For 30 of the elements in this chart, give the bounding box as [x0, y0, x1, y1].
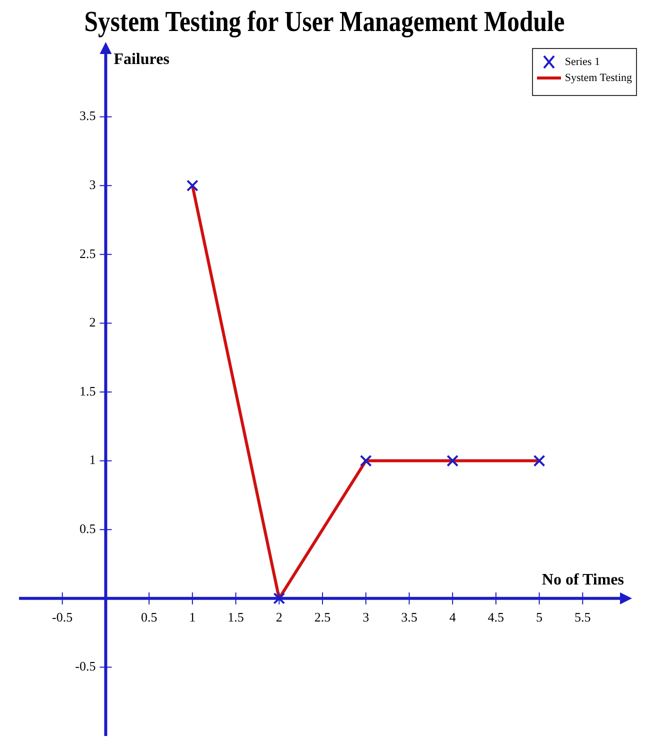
x-tick-label: 1	[189, 610, 196, 625]
point	[533, 454, 546, 467]
y-tick-label: 0.5	[79, 521, 96, 536]
x-tick-label: 2.5	[314, 610, 331, 625]
x-tick-label: 1.5	[228, 610, 244, 625]
chart-title: System Testing for User Management Module	[83, 6, 566, 39]
x-tick-label: 3	[362, 610, 370, 625]
point	[446, 454, 459, 467]
y-tick-label: 1	[89, 452, 96, 468]
y-tick-label: 3	[89, 177, 96, 192]
y-tick-label: 3.5	[79, 108, 96, 124]
y-tick-label: 1.5	[79, 383, 96, 398]
legend-label: Series 1	[564, 56, 600, 68]
x-tick-label: 4.5	[488, 610, 504, 625]
x-tick-label: 5	[536, 610, 543, 625]
x-tick-label: 0.5	[140, 610, 158, 625]
y-tick-label: 2	[89, 314, 96, 330]
y-axis-title: Failures	[114, 51, 170, 68]
y-tick-label: -0.5	[75, 658, 96, 674]
point	[186, 180, 198, 192]
x-tick-label: 3.5	[401, 610, 418, 625]
point	[360, 454, 372, 467]
x-axis-title: No of Times	[542, 572, 624, 589]
x-tick-label: 2	[276, 610, 282, 625]
x-tick-label: 4	[449, 610, 456, 625]
x-tick-label: -0.5	[52, 610, 73, 625]
y-tick-label: 2.5	[79, 246, 96, 261]
x-tick-label: 5.5	[574, 610, 591, 625]
point	[273, 592, 286, 604]
legend-label: System Testing	[564, 72, 632, 84]
